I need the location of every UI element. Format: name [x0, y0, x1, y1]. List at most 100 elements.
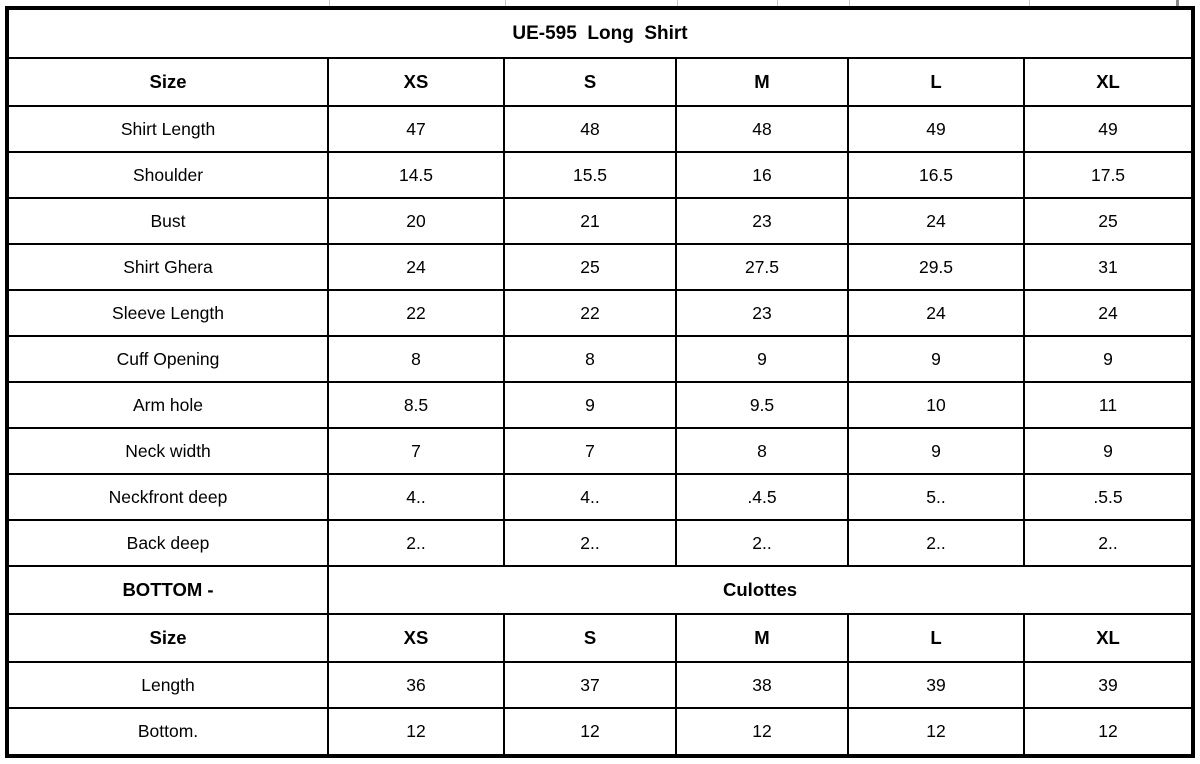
table-title: UE-595 Long Shirt — [5, 7, 1195, 59]
table-row-cuff-opening: Cuff Opening 8 8 9 9 9 — [6, 335, 1195, 383]
column-header-xl: XL — [1022, 613, 1195, 663]
table-row-bust: Bust 20 21 23 24 25 — [6, 197, 1195, 245]
row-label: Bottom. — [6, 707, 329, 757]
column-header-s: S — [503, 613, 677, 663]
cell-value: 9 — [847, 335, 1025, 383]
cell-value: 2.. — [327, 519, 505, 567]
cell-value: 2.. — [847, 519, 1025, 567]
cell-value: 9 — [675, 335, 849, 383]
cell-value: 5.. — [847, 473, 1025, 521]
title-row: UE-595 Long Shirt — [5, 7, 1195, 59]
cell-value: 25 — [1022, 197, 1195, 245]
cell-value: 4.. — [327, 473, 505, 521]
cell-value: 12 — [1022, 707, 1195, 757]
bottom-section-label: BOTTOM - — [6, 565, 329, 615]
column-header-l: L — [847, 613, 1025, 663]
cell-value: 22 — [503, 289, 677, 337]
cell-value: 11 — [1022, 381, 1195, 429]
column-header-size: Size — [6, 613, 329, 663]
row-label: Back deep — [6, 519, 329, 567]
cell-value: 47 — [327, 105, 505, 153]
cell-value: 15.5 — [503, 151, 677, 199]
column-header-xs: XS — [327, 57, 505, 107]
cell-value: 24 — [847, 197, 1025, 245]
cell-value: 4.. — [503, 473, 677, 521]
gridline — [1029, 0, 1030, 7]
cell-value: 49 — [847, 105, 1025, 153]
gridline — [849, 0, 850, 7]
cell-value: 38 — [675, 661, 849, 709]
size-chart-table: UE-595 Long Shirt Size XS S M L XL Shirt… — [5, 6, 1196, 758]
table-row-sleeve-length: Sleeve Length 22 22 23 24 24 — [6, 289, 1195, 337]
column-header-size: Size — [6, 57, 329, 107]
row-label: Length — [6, 661, 329, 709]
table-row-shirt-ghera: Shirt Ghera 24 25 27.5 29.5 31 — [6, 243, 1195, 291]
column-header-xs: XS — [327, 613, 505, 663]
cell-value: 24 — [327, 243, 505, 291]
table-row-bottom: Bottom. 12 12 12 12 12 — [6, 707, 1195, 757]
cell-value: 39 — [847, 661, 1025, 709]
gridline — [777, 0, 778, 7]
cell-value: .5.5 — [1022, 473, 1195, 521]
cell-value: 31 — [1022, 243, 1195, 291]
cell-value: 12 — [327, 707, 505, 757]
row-label: Shoulder — [6, 151, 329, 199]
table-row-arm-hole: Arm hole 8.5 9 9.5 10 11 — [6, 381, 1195, 429]
cell-value: 48 — [503, 105, 677, 153]
row-label: Arm hole — [6, 381, 329, 429]
gridline — [505, 0, 506, 7]
cell-value: 10 — [847, 381, 1025, 429]
column-header-m: M — [675, 613, 849, 663]
cell-value: 36 — [327, 661, 505, 709]
column-header-l: L — [847, 57, 1025, 107]
cell-value: 48 — [675, 105, 849, 153]
shirt-header-row: Size XS S M L XL — [6, 57, 1195, 107]
cell-value: 9 — [1022, 335, 1195, 383]
cell-value: 25 — [503, 243, 677, 291]
spreadsheet-gridlines — [0, 0, 1200, 7]
cell-value: 49 — [1022, 105, 1195, 153]
bottom-section-row: BOTTOM - Culottes — [6, 565, 1195, 615]
table-row-back-deep: Back deep 2.. 2.. 2.. 2.. 2.. — [6, 519, 1195, 567]
cell-value: 9 — [503, 381, 677, 429]
row-label: Shirt Ghera — [6, 243, 329, 291]
cell-value: 8.5 — [327, 381, 505, 429]
cell-value: 37 — [503, 661, 677, 709]
cell-value: 2.. — [1022, 519, 1195, 567]
gridline — [1176, 0, 1179, 7]
cell-value: 9.5 — [675, 381, 849, 429]
cell-value: 8 — [675, 427, 849, 475]
table-row-neckfront-deep: Neckfront deep 4.. 4.. .4.5 5.. .5.5 — [6, 473, 1195, 521]
cell-value: 20 — [327, 197, 505, 245]
table-row-length: Length 36 37 38 39 39 — [6, 661, 1195, 709]
cell-value: 9 — [1022, 427, 1195, 475]
cell-value: 27.5 — [675, 243, 849, 291]
gridline — [329, 0, 330, 7]
cell-value: 16.5 — [847, 151, 1025, 199]
cell-value: 23 — [675, 197, 849, 245]
column-header-m: M — [675, 57, 849, 107]
cell-value: 12 — [675, 707, 849, 757]
bottom-header-row: Size XS S M L XL — [6, 613, 1195, 663]
cell-value: 7 — [327, 427, 505, 475]
column-header-s: S — [503, 57, 677, 107]
gridline — [677, 0, 678, 7]
row-label: Shirt Length — [6, 105, 329, 153]
cell-value: 24 — [1022, 289, 1195, 337]
table-row-shirt-length: Shirt Length 47 48 48 49 49 — [6, 105, 1195, 153]
cell-value: .4.5 — [675, 473, 849, 521]
row-label: Neckfront deep — [6, 473, 329, 521]
cell-value: 23 — [675, 289, 849, 337]
cell-value: 22 — [327, 289, 505, 337]
cell-value: 39 — [1022, 661, 1195, 709]
row-label: Neck width — [6, 427, 329, 475]
cell-value: 14.5 — [327, 151, 505, 199]
cell-value: 7 — [503, 427, 677, 475]
cell-value: 21 — [503, 197, 677, 245]
row-label: Sleeve Length — [6, 289, 329, 337]
cell-value: 9 — [847, 427, 1025, 475]
column-header-xl: XL — [1022, 57, 1195, 107]
cell-value: 16 — [675, 151, 849, 199]
cell-value: 17.5 — [1022, 151, 1195, 199]
